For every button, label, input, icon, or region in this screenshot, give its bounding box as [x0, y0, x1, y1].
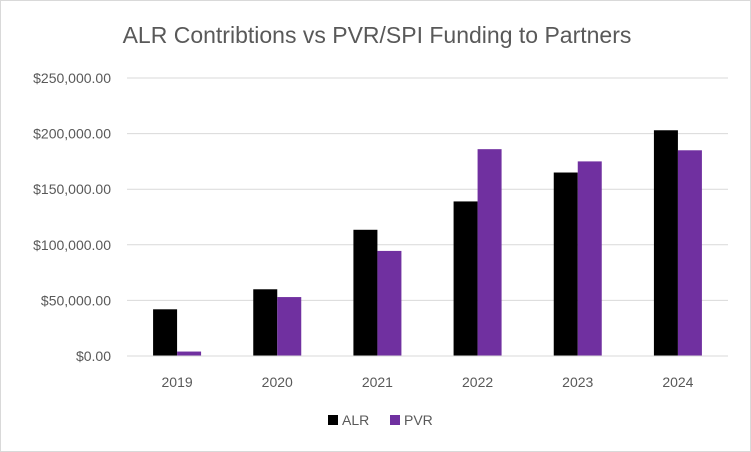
bar-pvr-2022: [477, 149, 502, 356]
x-tick-label: 2021: [362, 374, 393, 390]
x-tick-label: 2019: [162, 374, 193, 390]
x-tick-label: 2024: [662, 374, 693, 390]
bar-pvr-2020: [277, 297, 302, 356]
x-tick-label: 2023: [562, 374, 593, 390]
bar-alr-2021: [353, 229, 378, 356]
bar-alr-2019: [153, 309, 178, 356]
y-tick-label: $50,000.00: [41, 292, 111, 308]
legend: ALR PVR: [328, 412, 433, 428]
y-axis-tick-labels: $0.00 $50,000.00 $100,000.00 $150,000.00 $20…: [33, 70, 111, 364]
bar-pvr-2024: [677, 150, 702, 356]
legend-label-pvr: PVR: [404, 412, 433, 428]
legend-swatch-pvr: [390, 415, 400, 425]
gridlines: [127, 77, 728, 301]
bar-pvr-2019: [177, 351, 202, 356]
bar-pvr-2021: [377, 250, 402, 356]
y-tick-label: $0.00: [76, 348, 111, 364]
x-tick-label: 2020: [262, 374, 293, 390]
y-tick-label: $150,000.00: [33, 181, 111, 197]
bars: [153, 130, 702, 356]
chart-title: ALR Contribtions vs PVR/SPI Funding to P…: [123, 22, 632, 48]
y-tick-label: $100,000.00: [33, 237, 111, 253]
x-axis-tick-labels: 2019 2020 2021 2022 2023 2024: [162, 374, 694, 390]
bar-alr-2023: [553, 172, 578, 356]
x-tick-label: 2022: [462, 374, 493, 390]
bar-alr-2022: [453, 201, 478, 356]
y-tick-label: $200,000.00: [33, 126, 111, 142]
legend-swatch-alr: [328, 415, 338, 425]
bar-alr-2024: [653, 130, 678, 356]
y-tick-label: $250,000.00: [33, 70, 111, 86]
bar-alr-2020: [253, 289, 278, 356]
legend-label-alr: ALR: [342, 412, 369, 428]
bar-pvr-2023: [577, 161, 602, 356]
